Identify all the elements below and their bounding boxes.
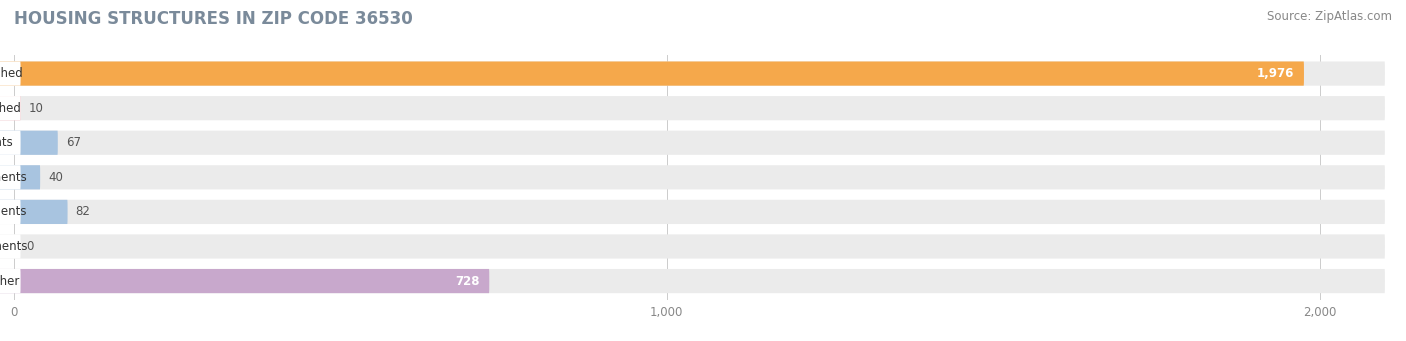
FancyBboxPatch shape: [0, 269, 21, 293]
Text: 67: 67: [66, 136, 80, 149]
FancyBboxPatch shape: [0, 61, 21, 86]
Text: 2 Unit Apartments: 2 Unit Apartments: [0, 136, 13, 149]
Text: Source: ZipAtlas.com: Source: ZipAtlas.com: [1267, 10, 1392, 23]
FancyBboxPatch shape: [0, 61, 1303, 86]
FancyBboxPatch shape: [0, 61, 1385, 86]
FancyBboxPatch shape: [0, 200, 21, 224]
FancyBboxPatch shape: [0, 131, 21, 155]
Text: 10: 10: [28, 102, 44, 115]
FancyBboxPatch shape: [0, 200, 1385, 224]
Text: 5 to 9 Unit Apartments: 5 to 9 Unit Apartments: [0, 205, 27, 218]
Text: Single Unit, Detached: Single Unit, Detached: [0, 67, 22, 80]
FancyBboxPatch shape: [0, 96, 1385, 120]
Text: 1,976: 1,976: [1257, 67, 1294, 80]
Text: 728: 728: [456, 275, 479, 287]
Text: Mobile Home / Other: Mobile Home / Other: [0, 275, 20, 287]
Text: Single Unit, Attached: Single Unit, Attached: [0, 102, 21, 115]
FancyBboxPatch shape: [0, 96, 21, 120]
FancyBboxPatch shape: [0, 234, 1385, 258]
Text: 0: 0: [25, 240, 34, 253]
Text: 40: 40: [48, 171, 63, 184]
FancyBboxPatch shape: [0, 131, 58, 155]
Text: 3 or 4 Unit Apartments: 3 or 4 Unit Apartments: [0, 171, 27, 184]
FancyBboxPatch shape: [0, 165, 1385, 189]
FancyBboxPatch shape: [0, 234, 21, 258]
FancyBboxPatch shape: [0, 165, 21, 189]
Text: 10 or more Apartments: 10 or more Apartments: [0, 240, 28, 253]
FancyBboxPatch shape: [0, 165, 41, 189]
Text: 82: 82: [76, 205, 90, 218]
Text: HOUSING STRUCTURES IN ZIP CODE 36530: HOUSING STRUCTURES IN ZIP CODE 36530: [14, 10, 413, 28]
FancyBboxPatch shape: [0, 96, 21, 120]
FancyBboxPatch shape: [0, 200, 67, 224]
FancyBboxPatch shape: [0, 269, 489, 293]
FancyBboxPatch shape: [0, 269, 1385, 293]
FancyBboxPatch shape: [0, 131, 1385, 155]
